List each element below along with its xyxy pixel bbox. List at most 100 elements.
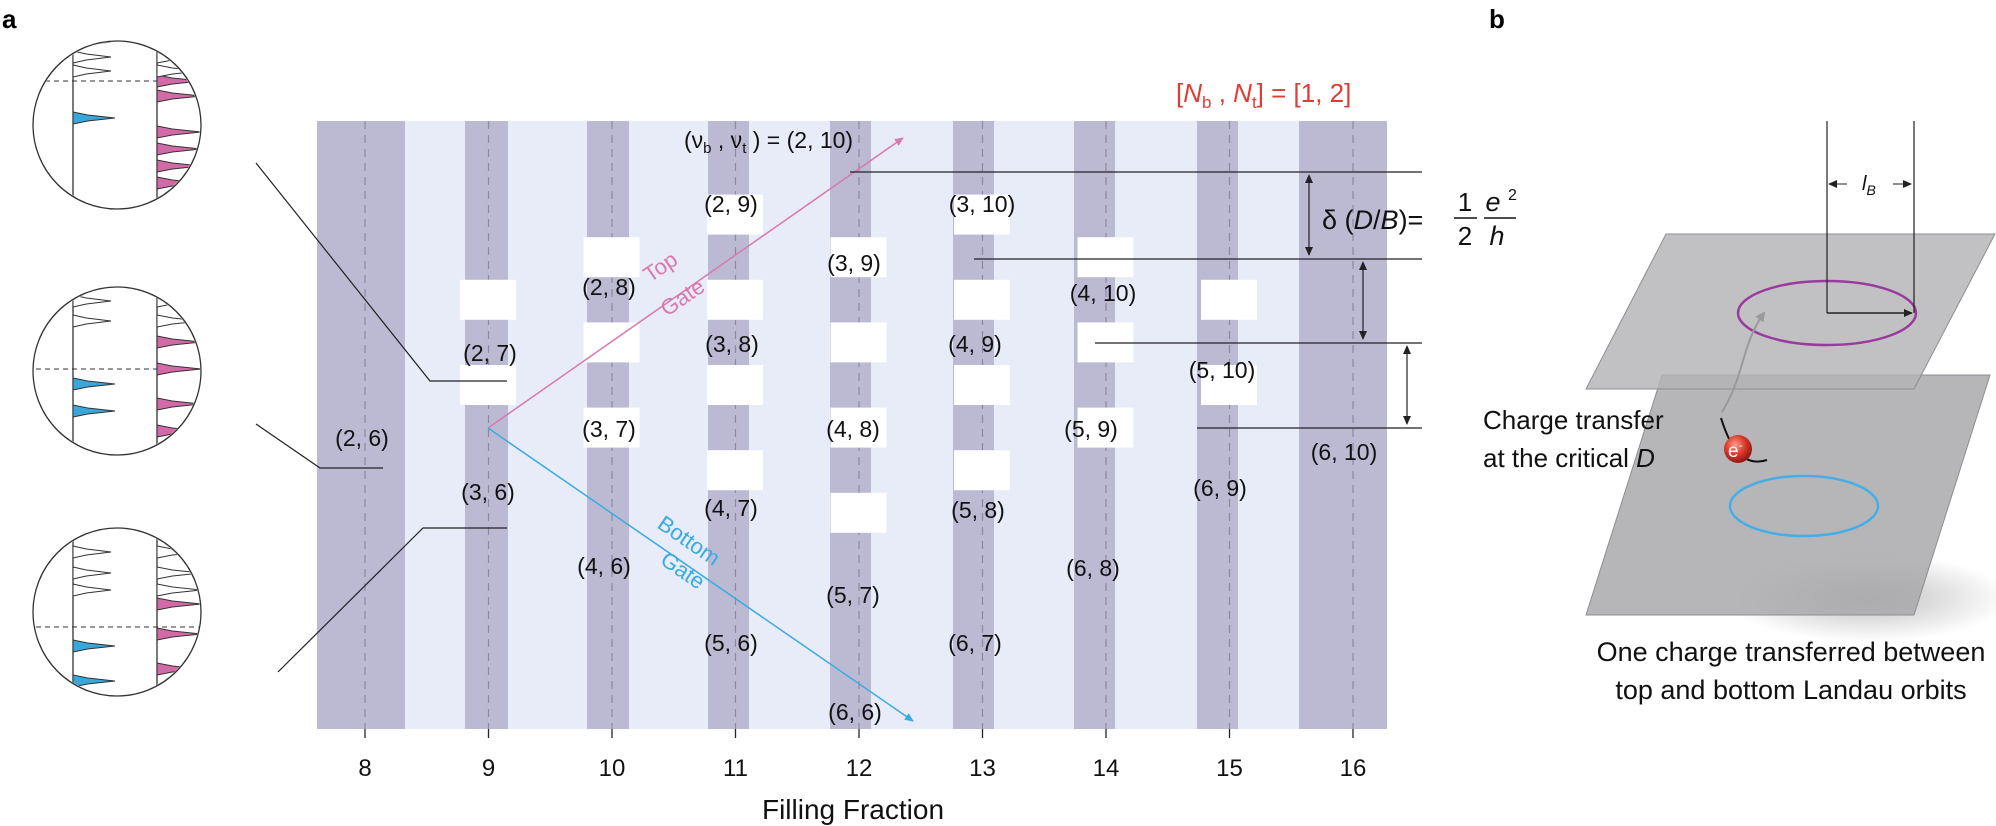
top-gate-line (487, 137, 904, 429)
inset-peak (156, 50, 200, 64)
x-tick-label: 16 (1340, 755, 1367, 782)
inset-peak (72, 111, 116, 125)
inset-peak (156, 597, 200, 611)
inset-peak (72, 64, 112, 78)
transition-box (830, 492, 887, 533)
caption-line-1: One charge transferred between (1597, 637, 1986, 667)
inset-peak (156, 74, 200, 88)
filling-band (1197, 121, 1238, 729)
inset-peak (72, 50, 112, 64)
x-axis-title: Filling Fraction (762, 794, 944, 825)
inset-peak (156, 362, 200, 376)
point-label: (3, 10) (949, 191, 1015, 217)
transition-box (954, 450, 1010, 491)
inset-peak (72, 294, 112, 308)
point-label: (3, 7) (582, 416, 636, 442)
inset-circle-3 (32, 527, 202, 745)
filling-band (317, 121, 405, 729)
point-label: (6, 10) (1311, 439, 1377, 465)
inset-peak (72, 583, 112, 597)
formula-numerator: 1 (1458, 187, 1472, 217)
transition-boxes (460, 194, 1257, 533)
formula-h: h (1489, 221, 1504, 251)
point-label: (6, 8) (1066, 555, 1120, 581)
formula-e: e (1485, 187, 1500, 217)
transition-box (830, 322, 887, 363)
transition-box (954, 194, 1010, 235)
main-plot: Top Gate Bottom Gate (νb , νt ) = (2, 10… (317, 121, 1387, 825)
inset-peak (156, 566, 200, 580)
x-tick-label: 8 (358, 755, 371, 782)
point-label: (3, 9) (827, 250, 881, 276)
inset-peak (156, 335, 200, 349)
transition-box (1201, 279, 1257, 320)
inset-connectors (255, 162, 507, 673)
point-label: (3, 8) (705, 331, 759, 357)
bottom-gate-line (487, 427, 914, 722)
x-axis-ticks: 8 9 10 11 12 13 14 15 16 (358, 729, 1366, 782)
x-tick-label: 12 (846, 755, 873, 782)
transfer-arrow (1721, 311, 1766, 413)
inset-peak (156, 142, 200, 156)
filling-band (1299, 121, 1387, 729)
transition-box (1077, 407, 1134, 448)
transition-box (583, 237, 640, 278)
inset-peak (157, 219, 201, 231)
transition-box (954, 365, 1010, 405)
inset-peak (157, 484, 201, 496)
delta-formula-lhs: δ (D/B)= (1322, 205, 1423, 235)
panel-label-b: b (1489, 4, 1505, 34)
charge-transfer-line-2: at the critical D (1483, 443, 1655, 473)
point-label: (6, 7) (948, 630, 1002, 656)
panel-b-schematic: e- lB Charge transfer at the critical D … (1483, 121, 1996, 705)
inset-peak (72, 566, 112, 580)
connector-1 (255, 162, 507, 382)
charge-transfer-line-1: Charge transfer (1483, 405, 1664, 435)
point-label: (5, 9) (1064, 416, 1118, 442)
x-tick-label: 10 (599, 755, 626, 782)
point-label: (2, 7) (463, 340, 517, 366)
point-label: (2, 9) (704, 191, 758, 217)
point-label: (2, 8) (582, 274, 636, 300)
transition-box (954, 279, 1010, 320)
nu-header: (νb , νt ) = (2, 10) (684, 127, 853, 157)
point-label: (4, 7) (704, 495, 758, 521)
connector-3 (277, 527, 507, 673)
inset-peak (156, 627, 200, 641)
top-plane (1585, 233, 1996, 390)
point-label: (4, 9) (948, 331, 1002, 357)
inset-peak (72, 639, 116, 653)
inset-peak (72, 545, 112, 559)
inset-peak (72, 404, 116, 418)
transition-box (1201, 365, 1257, 405)
point-label: (6, 6) (828, 699, 882, 725)
inset-peak (157, 698, 201, 710)
landau-level-insets (32, 40, 202, 745)
point-label: (4, 8) (826, 416, 880, 442)
nb-nt-label: [Nb , Nt] = [1, 2] (1176, 78, 1351, 112)
point-label: (3, 6) (461, 479, 515, 505)
inset-peak (156, 89, 200, 103)
transition-box (1077, 237, 1134, 278)
point-label: (5, 6) (704, 630, 758, 656)
inset-peak (156, 125, 200, 139)
transition-box (583, 407, 640, 448)
transition-box (830, 407, 887, 448)
inset-peak (156, 397, 200, 411)
filling-band (465, 121, 508, 729)
x-tick-label: 11 (723, 755, 748, 782)
connector-2 (255, 423, 383, 469)
point-label: (5, 10) (1189, 357, 1255, 383)
inset-peak (157, 514, 201, 526)
point-label: (5, 7) (826, 582, 880, 608)
point-label: (4, 6) (577, 553, 631, 579)
x-tick-label: 15 (1216, 755, 1243, 782)
inset-peak (72, 314, 112, 328)
electron-label: e- (1728, 438, 1743, 462)
inset-peak (157, 733, 201, 745)
transition-box (707, 450, 763, 491)
delta-formula: δ (D/B)= 1 2 e 2 h (1322, 187, 1517, 251)
inset-peak (156, 159, 200, 173)
lB-label: lB (1862, 173, 1876, 198)
